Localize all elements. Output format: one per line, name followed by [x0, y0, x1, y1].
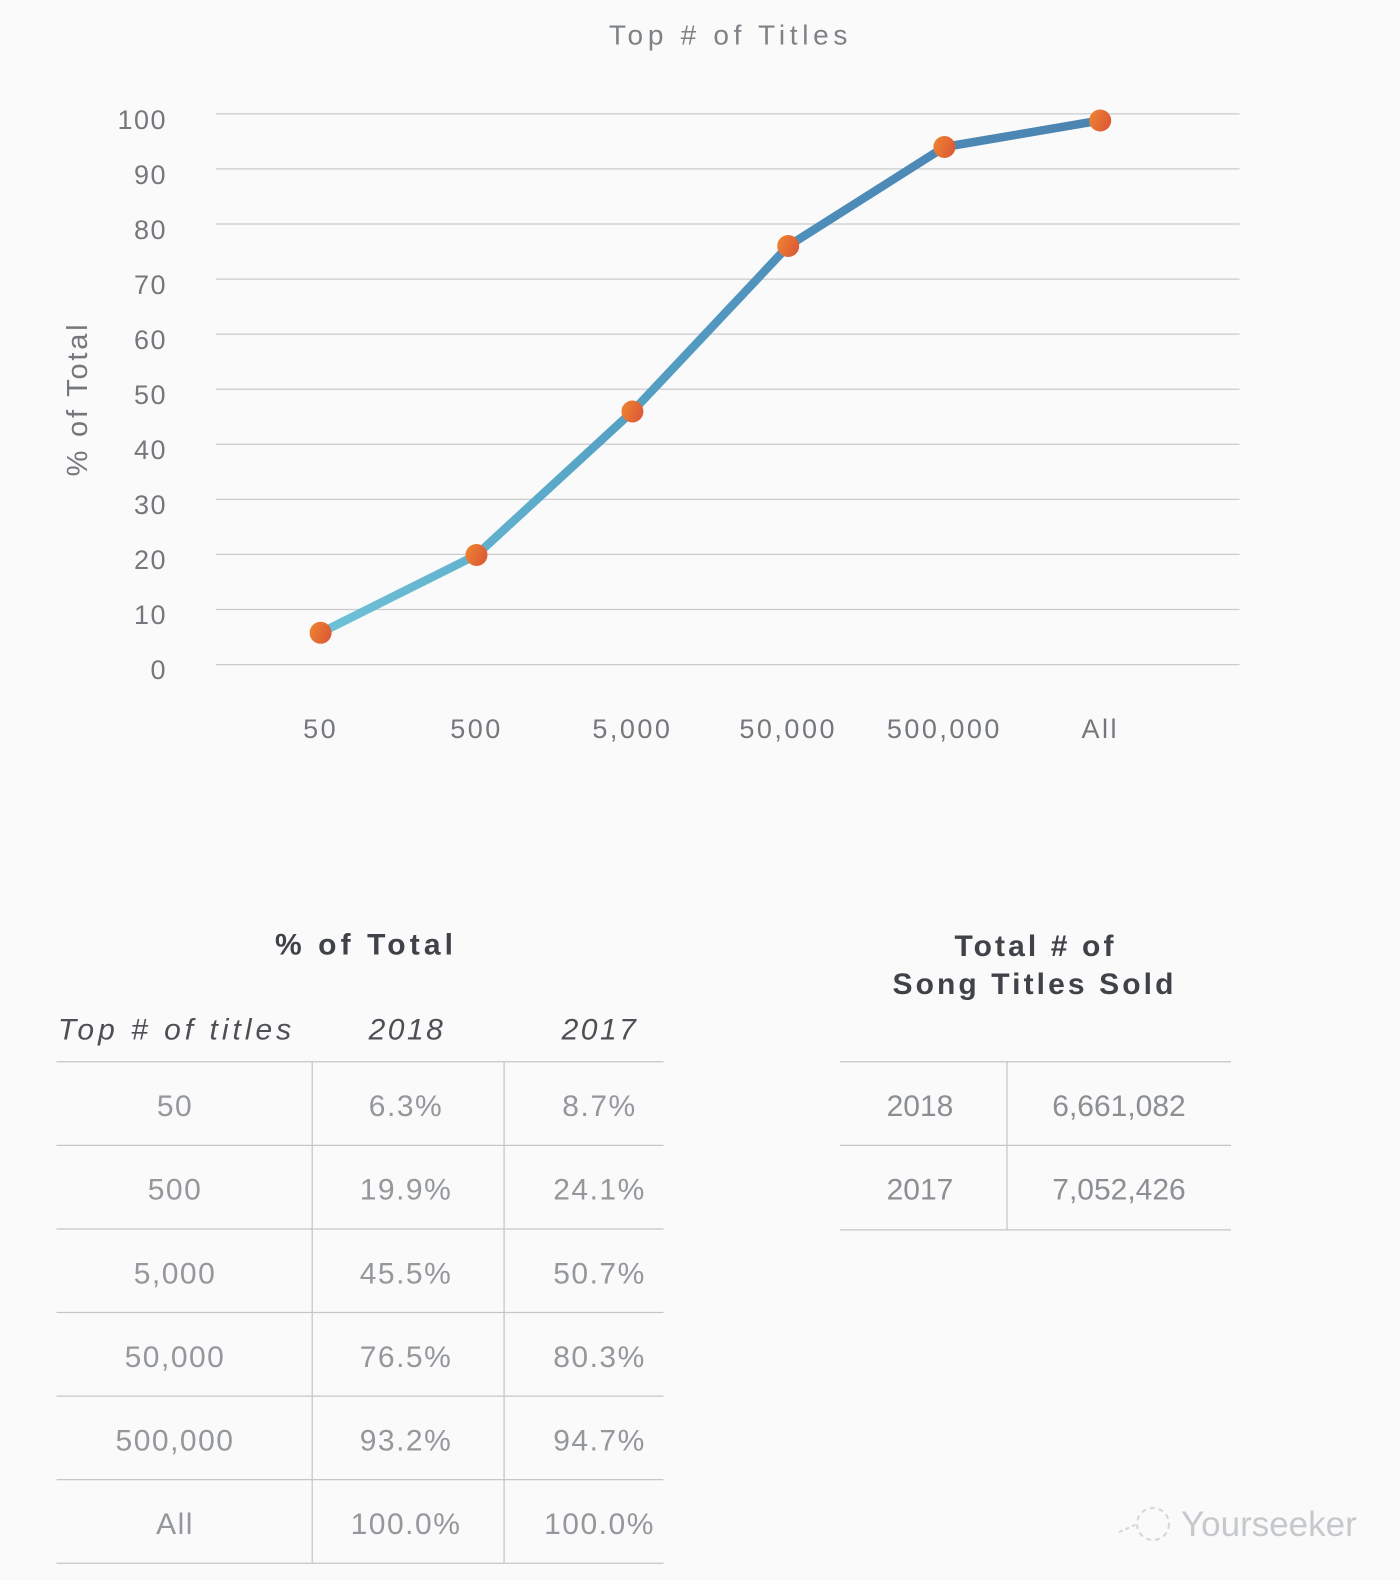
- svg-text:94.7%: 94.7%: [553, 1424, 646, 1457]
- svg-text:93.2%: 93.2%: [360, 1424, 453, 1457]
- svg-text:80.3%: 80.3%: [553, 1341, 646, 1374]
- svg-text:100.0%: 100.0%: [544, 1508, 655, 1541]
- svg-text:5,000: 5,000: [592, 714, 672, 744]
- svg-text:500,000: 500,000: [116, 1424, 235, 1457]
- svg-text:70: 70: [134, 270, 167, 300]
- svg-text:40: 40: [134, 435, 167, 465]
- svg-text:500: 500: [148, 1174, 203, 1207]
- svg-text:Yourseeker: Yourseeker: [1181, 1505, 1357, 1544]
- svg-text:All: All: [156, 1508, 194, 1541]
- svg-text:50,000: 50,000: [125, 1341, 226, 1374]
- svg-text:Top # of titles: Top # of titles: [58, 1014, 295, 1047]
- svg-text:10: 10: [134, 600, 167, 630]
- svg-text:60: 60: [134, 325, 167, 355]
- svg-text:76.5%: 76.5%: [360, 1341, 453, 1374]
- svg-text:Top # of Titles: Top # of Titles: [609, 20, 852, 51]
- svg-text:30: 30: [134, 490, 167, 520]
- svg-text:20: 20: [134, 545, 167, 575]
- svg-text:6.3%: 6.3%: [369, 1090, 443, 1123]
- svg-text:2017: 2017: [561, 1014, 639, 1047]
- svg-text:5,000: 5,000: [134, 1257, 217, 1290]
- svg-text:100: 100: [117, 105, 167, 135]
- svg-text:50: 50: [157, 1090, 193, 1123]
- svg-text:100.0%: 100.0%: [351, 1508, 462, 1541]
- svg-text:50: 50: [303, 714, 338, 744]
- svg-text:% of Total: % of Total: [275, 929, 457, 962]
- svg-text:% of Total: % of Total: [62, 322, 94, 477]
- svg-text:2018: 2018: [887, 1090, 954, 1123]
- svg-text:90: 90: [134, 160, 167, 190]
- svg-text:2017: 2017: [887, 1174, 954, 1207]
- svg-text:500,000: 500,000: [887, 714, 1002, 744]
- svg-text:19.9%: 19.9%: [360, 1174, 453, 1207]
- svg-text:0: 0: [150, 655, 167, 685]
- svg-text:45.5%: 45.5%: [360, 1257, 453, 1290]
- svg-text:2018: 2018: [368, 1014, 446, 1047]
- svg-text:Song Titles Sold: Song Titles Sold: [892, 968, 1176, 1001]
- svg-text:500: 500: [450, 714, 503, 744]
- svg-text:Total # of: Total # of: [954, 930, 1116, 963]
- svg-text:50,000: 50,000: [739, 714, 837, 744]
- svg-text:7,052,426: 7,052,426: [1052, 1174, 1185, 1207]
- svg-text:8.7%: 8.7%: [562, 1090, 636, 1123]
- svg-text:24.1%: 24.1%: [553, 1174, 646, 1207]
- svg-text:80: 80: [134, 215, 167, 245]
- svg-text:All: All: [1081, 714, 1119, 744]
- svg-text:50: 50: [134, 380, 167, 410]
- svg-text:50.7%: 50.7%: [553, 1257, 646, 1290]
- svg-text:6,661,082: 6,661,082: [1052, 1090, 1185, 1123]
